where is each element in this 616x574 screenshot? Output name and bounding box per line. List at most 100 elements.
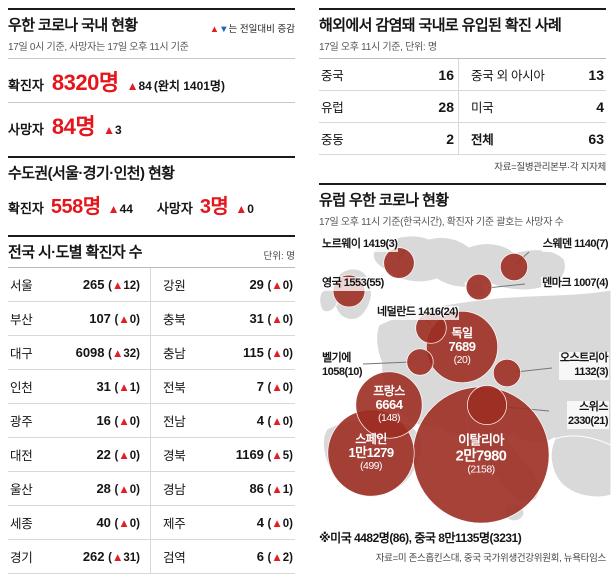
legend-note: ▲▼는 전일대비 증감: [210, 21, 295, 35]
up-triangle-icon: ▲: [107, 202, 120, 216]
origin-name: 유럽: [321, 101, 344, 115]
europe-footnote: ※미국 4482명(86), 중국 8만1135명(3231): [319, 531, 522, 545]
country-label-line: 독일: [451, 326, 473, 341]
stat-label: 사망자: [8, 122, 44, 137]
region-cell: 충북 31 (▲0): [150, 302, 295, 335]
region-value: 7 (▲0): [256, 379, 293, 394]
domestic-header: 우한 코로나 국내 현황 ▲▼는 전일대비 증감: [8, 14, 295, 35]
up-triangle-icon: ▲: [271, 416, 283, 428]
stat-note: (완치 1401명): [153, 79, 225, 93]
map-labels: 이탈리아 2만7980 (2158) 스페인 1만1279 (499) 독일 7689 (20)…: [319, 233, 611, 525]
origin-value: 63: [588, 130, 604, 147]
origin-name: 중국 외 아시아: [471, 69, 545, 83]
imported-row: 유럽 28 미국 4: [319, 91, 606, 123]
metro-stat-group: 확진자 558명 ▲44: [8, 190, 133, 219]
section-regional: 전국 시·도별 확진자 수 단위: 명 서울 265 (▲12) 강원 29 (▲0)…: [8, 235, 295, 574]
down-triangle-icon: ▼: [219, 24, 229, 35]
region-delta: (▲0): [114, 314, 140, 326]
case-bubble-norway: [383, 247, 415, 279]
up-triangle-icon: ▲: [271, 518, 283, 530]
leader-line-denmark: [486, 283, 526, 289]
region-cell: 강원 29 (▲0): [150, 268, 295, 301]
region-cell: 경북 1169 (▲5): [150, 438, 295, 471]
up-triangle-icon: ▲: [209, 24, 220, 35]
region-value: 4 (▲0): [256, 413, 293, 428]
country-label-france: 프랑스 6664 (148): [373, 384, 405, 425]
region-name: 전북: [163, 381, 186, 395]
region-delta: (▲1): [267, 484, 293, 496]
region-delta: (▲5): [267, 450, 293, 462]
imported-cell: 중국 외 아시아 13: [458, 59, 606, 90]
region-row: 광주 16 (▲0) 전남 4 (▲0): [8, 404, 295, 438]
country-label-line: 2330(21): [567, 414, 609, 427]
imported-table: 중국 16 중국 외 아시아 13 유럽 28 미국 4 중동 2 전체 63: [319, 58, 606, 155]
imported-title: 해외에서 감염돼 국내로 유입된 확진 사례: [319, 17, 562, 34]
region-value: 6098 (▲32): [75, 345, 140, 360]
region-cell: 세종 40 (▲0): [8, 506, 150, 539]
stat-value: 3명: [199, 196, 229, 218]
case-bubbles: [327, 247, 550, 524]
country-label-line: 7689: [448, 339, 476, 355]
imported-cell: 중동 2: [319, 123, 458, 154]
country-label-line: 1만1279: [348, 445, 394, 461]
region-row: 서울 265 (▲12) 강원 29 (▲0): [8, 268, 295, 302]
region-name: 대구: [10, 347, 33, 361]
region-cell: 충남 115 (▲0): [150, 336, 295, 369]
region-cell: 전남 4 (▲0): [150, 404, 295, 437]
region-delta: (▲12): [108, 280, 140, 292]
imported-row: 중동 2 전체 63: [319, 123, 606, 155]
domestic-stats: 확진자 8320명 ▲84 (완치 1401명) 사망자 84명 ▲3: [8, 58, 295, 146]
up-triangle-icon: ▲: [235, 202, 248, 216]
stat-label: 확진자: [8, 201, 44, 216]
europe-title: 유럽 우한 코로나 현황: [319, 192, 449, 209]
origin-value: 28: [438, 98, 454, 115]
section-imported: 해외에서 감염돼 국내로 유입된 확진 사례 17일 오후 11시 기준, 단위…: [319, 8, 606, 173]
region-delta: (▲0): [114, 450, 140, 462]
region-delta: (▲31): [108, 552, 140, 564]
origin-value: 2: [446, 130, 454, 147]
region-name: 제주: [163, 517, 186, 531]
country-label-line: 2만7980: [455, 448, 507, 465]
origin-value: 13: [588, 66, 604, 83]
region-value: 4 (▲0): [256, 515, 293, 530]
region-cell: 전북 7 (▲0): [150, 370, 295, 403]
country-label-line: 스페인: [355, 432, 387, 447]
metro-stat-group: 사망자 3명 ▲0: [157, 190, 254, 219]
region-name: 경북: [163, 449, 186, 463]
up-triangle-icon: ▲: [118, 382, 130, 394]
region-delta: (▲0): [267, 518, 293, 530]
case-bubble-switzerland: [467, 385, 507, 425]
left-column: 우한 코로나 국내 현황 ▲▼는 전일대비 증감 17일 0시 기준, 사망자는…: [8, 8, 295, 574]
country-label-line: 스위스: [579, 401, 608, 413]
stat-row: 확진자 8320명 ▲84 (완치 1401명): [8, 59, 295, 103]
country-label-norway: 노르웨이 1419(3): [321, 238, 399, 252]
domestic-subtitle: 17일 0시 기준, 사망자는 17일 오후 11시 기준: [8, 42, 189, 53]
up-triangle-icon: ▲: [271, 382, 283, 394]
country-label-netherlands: 네덜란드 1416(24): [376, 306, 460, 320]
stat-delta: ▲0: [235, 202, 254, 216]
section-metro: 수도권(서울·경기·인천) 현황 확진자 558명 ▲44 사망자 3명 ▲0: [8, 156, 295, 225]
case-bubble-belgium: [406, 348, 434, 376]
region-delta: (▲32): [108, 348, 140, 360]
region-value: 265 (▲12): [82, 277, 140, 292]
region-name: 세종: [10, 517, 33, 531]
region-delta: (▲0): [267, 314, 293, 326]
region-value: 31 (▲1): [96, 379, 140, 394]
country-label-spain: 스페인 1만1279 (499): [348, 432, 394, 473]
case-bubble-austria: [492, 358, 522, 388]
country-label-line: (20): [453, 354, 471, 367]
country-label-germany: 독일 7689 (20): [448, 326, 476, 367]
region-name: 강원: [163, 279, 186, 293]
region-row: 경기 262 (▲31) 검역 6 (▲2): [8, 540, 295, 574]
country-label-line: 6664: [375, 397, 403, 413]
europe-map-svg: [319, 235, 611, 524]
country-label-uk: 영국 1553(55): [321, 277, 385, 291]
region-cell: 검역 6 (▲2): [150, 540, 295, 573]
origin-value: 4: [596, 98, 604, 115]
up-triangle-icon: ▲: [271, 552, 283, 564]
country-label-line: (148): [377, 412, 401, 425]
region-cell: 광주 16 (▲0): [8, 404, 150, 437]
region-cell: 제주 4 (▲0): [150, 506, 295, 539]
europe-source: 자료=미 존스홉킨스대, 중국 국가위생건강위원회, 뉴욕타임스: [375, 553, 607, 564]
region-value: 107 (▲0): [89, 311, 140, 326]
